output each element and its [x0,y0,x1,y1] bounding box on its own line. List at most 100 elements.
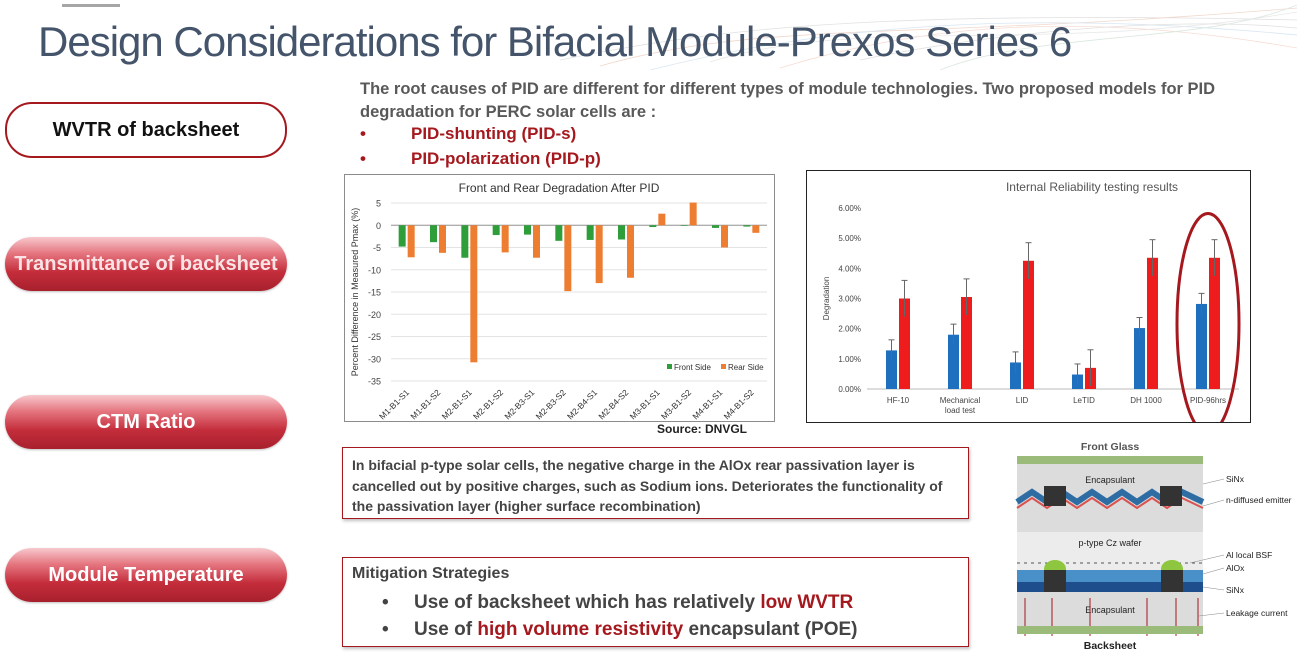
chart-1-ytick: -25 [368,332,381,342]
emitter-layer [1016,496,1204,510]
chart-2-title: Internal Reliability testing results [1006,180,1178,194]
chart-1-bar [501,225,509,253]
chart-1-xtick: M1-B1-S2 [408,387,442,421]
chart-1-ytick: -10 [368,265,381,275]
chart-2-bar [1023,260,1034,389]
page-title: Design Considerations for Bifacial Modul… [38,18,1072,65]
rear-contact [1044,570,1066,592]
chart-1-xtick: M2-B4-S1 [565,387,599,421]
label-emitter: n-diffused emitter [1226,495,1292,505]
sidebar-item-transmittance[interactable]: Transmittance of backsheet [5,237,287,291]
chart-2-ytick: 4.00% [838,264,861,273]
chart-2-bar [1196,303,1207,389]
mitigation-text: Use of [414,619,478,640]
chart-1-legend-label: Rear Side [728,363,764,372]
backsheet-layer [1017,626,1203,634]
chart-2-xtick: PID-96hrs [1190,396,1226,405]
label-alox: AlOx [1226,563,1245,573]
chart-1-bar [407,225,415,258]
chart-1-bar [712,225,719,228]
diagram-wafer-label: p-type Cz wafer [1078,538,1141,548]
label-sinx-bottom: SiNx [1226,585,1245,595]
chart-1-legend-label: Front Side [674,363,711,372]
chart-2-bar [886,350,897,389]
bullet-dot: • [382,619,389,640]
chart-1-bar [627,225,634,278]
chart-1-bar [649,225,657,228]
chart-1-bar [533,225,540,258]
chart-1-xtick: M2-B1-S2 [471,387,505,421]
chart-1-ytick: -30 [368,354,381,364]
chart-1-bar [680,225,688,226]
chart-2-xtick: LID [1016,396,1029,405]
sinx-bottom-layer [1017,582,1203,592]
chart-front-rear-degradation: Front and Rear Degradation After PID 5 0 -5… [344,174,775,422]
chart-2-bar [1209,257,1220,389]
chart-2-ytick: 3.00% [838,295,861,304]
bullet-dot: • [382,592,389,613]
chart-1-legend-swatch [721,364,726,369]
chart-1-ytick: -20 [368,310,381,320]
chart-1-xtick: M2-B1-S1 [440,387,474,421]
diagram-front-glass-label: Front Glass [1081,441,1140,453]
chart-1-bar [752,225,760,233]
chart-1-bar [524,225,531,235]
chart-1-bar [586,225,594,240]
chart-2-xtick: Mechanical load test [940,396,981,415]
sidebar-item-wvtr[interactable]: WVTR of backsheet [5,102,287,158]
sidebar-item-ctm-ratio[interactable]: CTM Ratio [5,395,287,449]
mitigation-highlight: low WVTR [760,592,854,613]
chart-2-bar [1010,362,1021,389]
chart-1-bar [689,202,697,226]
chart-2-xtick: HF-10 [887,396,910,405]
label-al-bsf: Al local BSF [1226,550,1272,560]
diagram-backsheet-label: Backsheet [1084,640,1137,652]
chart-1-xtick: M1-B1-S1 [377,387,411,421]
chart-2-bar [1147,257,1158,389]
chart-reliability-testing: Internal Reliability testing results 0.00… [806,170,1251,435]
chart-1-xtick: M3-B1-S2 [659,387,693,421]
front-contact [1044,486,1066,506]
chart-1-xtick: M4-B1-S2 [722,387,756,421]
chart-1-ytick: -5 [373,243,381,253]
top-rule [62,4,120,7]
chart-1-ytick: -35 [368,377,381,387]
diagram-right-labels: SiNx n-diffused emitter Al local BSF AlO… [1226,474,1292,618]
chart-2-ylabel: Degradation [822,277,831,321]
front-glass-layer [1017,456,1203,464]
chart-2-xtick: LeTID [1073,396,1095,405]
chart-1-xtick: M2-B3-S1 [502,387,536,421]
chart-1-bar [492,225,500,236]
chart-1-xtick: M3-B1-S1 [628,387,662,421]
decorative-lines [560,4,1297,70]
bullet-label: PID-polarization (PID-p) [411,149,601,168]
chart-1-ytick: 0 [376,221,381,231]
chart-1-bar [398,225,406,247]
chart-1-ytick: 5 [376,199,381,209]
mitigation-heading: Mitigation Strategies [352,565,510,582]
chart-1-bar [618,225,625,240]
sidebar-item-module-temperature[interactable]: Module Temperature [5,548,287,602]
chart-2-ytick: 0.00% [838,385,861,394]
diagram-encapsulant-top-label: Encapsulant [1085,475,1135,485]
bullet-dot: • [360,149,366,168]
chart-2-ytick: 1.00% [838,355,861,364]
chart-1-bar [461,225,469,258]
chart-2-ytick: 6.00% [838,204,861,213]
chart-1-xtick: M4-B1-S1 [690,387,724,421]
chart-1-bar [721,225,728,248]
mitigation-item: • Use of backsheet which has relatively … [382,589,959,616]
diagram-encapsulant-bottom-label: Encapsulant [1085,605,1135,615]
chart-2-highlight-ellipse [1175,212,1241,435]
chart-2-xtick: DH 1000 [1130,396,1162,405]
mitigation-text: encapsulant (POE) [683,619,858,640]
rear-contact [1161,570,1183,592]
chart-2-bar [948,334,959,389]
mitigation-highlight: high volume resistivity [477,619,684,640]
bullet-label: PID-shunting (PID-s) [411,124,577,143]
chart-2-svg: Internal Reliability testing results 0.00… [822,180,1241,435]
chart-1-bar [555,225,563,241]
chart-1-bar [430,225,437,243]
chart-1-title: Front and Rear Degradation After PID [459,181,660,195]
